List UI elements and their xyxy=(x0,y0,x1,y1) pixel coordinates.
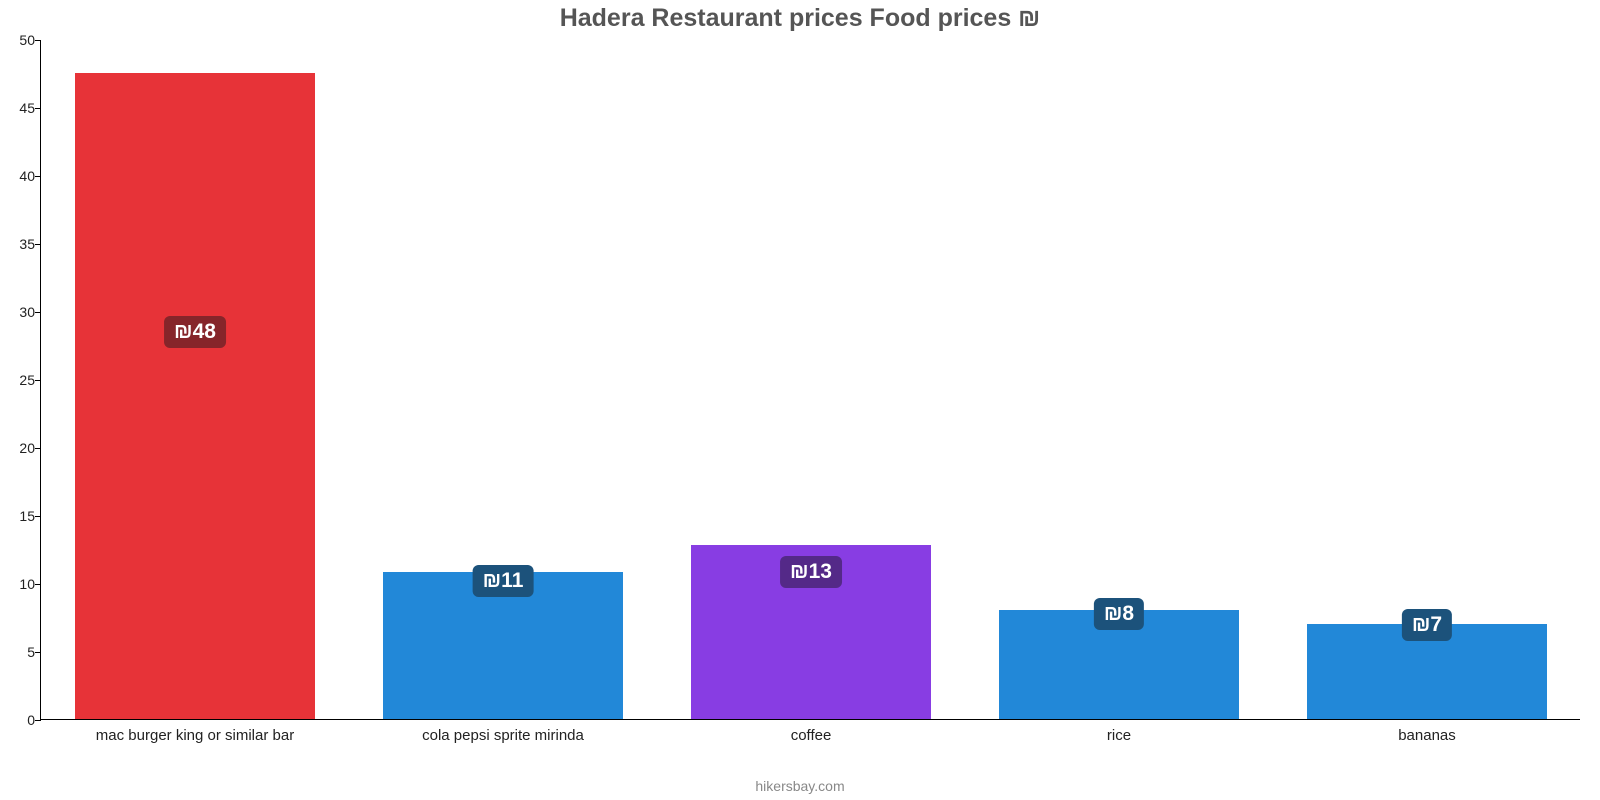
x-category-label: cola pepsi sprite mirinda xyxy=(422,727,584,744)
y-tick-label: 50 xyxy=(5,32,35,48)
chart-container: Hadera Restaurant prices Food prices ₪ 0… xyxy=(0,0,1600,800)
y-tick-label: 20 xyxy=(5,440,35,456)
y-tick-mark xyxy=(35,312,41,313)
y-tick-label: 0 xyxy=(5,712,35,728)
y-tick-mark xyxy=(35,448,41,449)
y-tick-label: 45 xyxy=(5,100,35,116)
x-category-label: rice xyxy=(1107,727,1131,744)
y-tick-mark xyxy=(35,584,41,585)
bar-value-label: ₪7 xyxy=(1402,609,1452,641)
y-tick-label: 35 xyxy=(5,236,35,252)
y-tick-label: 30 xyxy=(5,304,35,320)
bar-value-label: ₪11 xyxy=(473,565,534,597)
x-category-label: mac burger king or similar bar xyxy=(96,727,294,744)
bar-value-label: ₪13 xyxy=(780,556,842,588)
x-category-label: bananas xyxy=(1398,727,1456,744)
y-tick-label: 25 xyxy=(5,372,35,388)
chart-title: Hadera Restaurant prices Food prices ₪ xyxy=(0,4,1600,33)
bar-value-label: ₪8 xyxy=(1094,598,1144,630)
bar xyxy=(75,73,315,719)
x-category-label: coffee xyxy=(791,727,832,744)
y-tick-mark xyxy=(35,40,41,41)
y-tick-mark xyxy=(35,244,41,245)
attribution-text: hikersbay.com xyxy=(0,778,1600,794)
y-tick-label: 5 xyxy=(5,644,35,660)
y-tick-label: 15 xyxy=(5,508,35,524)
y-tick-label: 40 xyxy=(5,168,35,184)
y-tick-mark xyxy=(35,652,41,653)
bar-value-label: ₪48 xyxy=(164,316,226,348)
y-tick-mark xyxy=(35,516,41,517)
y-tick-mark xyxy=(35,176,41,177)
y-tick-mark xyxy=(35,720,41,721)
y-tick-label: 10 xyxy=(5,576,35,592)
plot-area: 05101520253035404550₪48mac burger king o… xyxy=(40,40,1580,720)
y-tick-mark xyxy=(35,380,41,381)
y-tick-mark xyxy=(35,108,41,109)
